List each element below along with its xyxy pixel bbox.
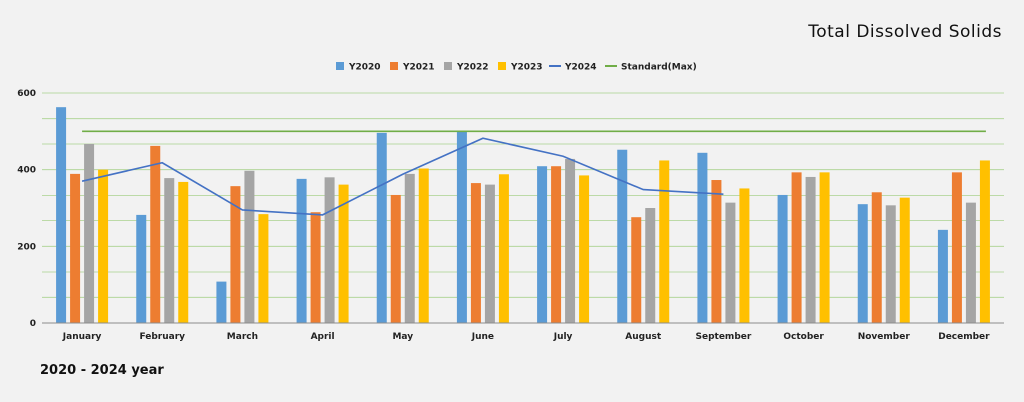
x-tick-label: January (62, 332, 102, 342)
bar-y2020-september (697, 152, 708, 323)
bar-y2023-march (258, 214, 269, 323)
y-tick-label: 200 (17, 242, 36, 252)
bar-y2023-december (979, 160, 990, 323)
bar-y2020-december (937, 229, 948, 323)
legend-label-standard-max: Standard(Max) (621, 63, 697, 73)
bar-y2020-october (777, 194, 788, 323)
bar-y2021-march (230, 186, 241, 323)
bar-y2022-july (565, 158, 576, 323)
bar-y2020-may (376, 132, 387, 323)
line-y2024 (81, 137, 724, 216)
x-tick-label: March (227, 332, 258, 342)
legend-label-y2020: Y2020 (348, 63, 381, 73)
bar-y2022-february (164, 178, 175, 323)
bar-y2023-november (899, 197, 910, 323)
bar-y2021-december (951, 172, 962, 323)
x-tick-label: April (311, 332, 335, 342)
y-tick-label: 0 (30, 319, 36, 329)
bar-y2023-august (659, 160, 670, 323)
bar-y2022-september (725, 202, 736, 323)
bar-y2020-april (296, 178, 307, 323)
bar-y2021-april (310, 212, 321, 323)
bar-y2021-february (150, 145, 161, 323)
x-tick-label: October (783, 332, 824, 342)
y-tick-label: 400 (17, 166, 36, 176)
legend-label-y2021: Y2021 (402, 63, 435, 73)
x-tick-label: September (696, 332, 752, 342)
bar-y2023-july (579, 175, 590, 323)
bar-y2023-june (498, 174, 509, 323)
bar-y2022-june (484, 184, 495, 323)
bar-y2023-october (819, 172, 830, 323)
bar-y2020-november (857, 204, 868, 323)
legend-label-y2023: Y2023 (510, 63, 543, 73)
x-tick-label: December (938, 332, 990, 342)
bar-y2020-march (216, 281, 227, 323)
legend-swatch-y2023 (498, 62, 506, 70)
legend-label-y2024: Y2024 (564, 63, 597, 73)
x-tick-label: May (392, 332, 413, 342)
bar-y2020-june (456, 130, 467, 323)
bar-y2023-february (178, 181, 189, 323)
chart-footnote: 2020 - 2024 year (40, 363, 164, 378)
x-tick-label: August (625, 332, 662, 342)
bar-y2020-august (617, 149, 628, 323)
x-tick-label: November (858, 332, 911, 342)
x-tick-label: June (471, 332, 494, 342)
bar-y2021-august (631, 217, 642, 323)
bar-y2023-may (418, 168, 429, 323)
legend-swatch-y2022 (444, 62, 452, 70)
legend-label-y2022: Y2022 (456, 63, 489, 73)
bar-y2023-april (338, 184, 349, 323)
bar-y2021-september (711, 180, 722, 323)
bar-y2021-may (390, 194, 401, 323)
bar-y2023-january (98, 169, 109, 323)
legend-swatch-y2020 (336, 62, 344, 70)
bar-y2020-july (537, 166, 548, 323)
x-tick-label: July (553, 332, 573, 342)
y-tick-label: 600 (17, 89, 36, 99)
bar-y2022-april (324, 177, 335, 323)
bar-y2020-january (56, 107, 67, 323)
bar-y2022-january (84, 143, 95, 323)
bar-y2022-november (885, 205, 896, 323)
bar-y2021-june (470, 183, 481, 323)
bar-y2022-march (244, 170, 255, 323)
bar-y2022-may (404, 173, 415, 323)
bar-y2020-february (136, 214, 147, 323)
bar-y2021-october (791, 172, 802, 323)
legend-swatch-y2021 (390, 62, 398, 70)
bar-y2022-october (805, 176, 816, 323)
bar-y2021-july (551, 166, 562, 323)
bar-y2021-january (70, 173, 81, 323)
chart-title: Total Dissolved Solids (808, 22, 1002, 42)
x-tick-label: February (139, 332, 185, 342)
bar-y2023-september (739, 188, 750, 323)
bar-y2022-august (645, 208, 656, 323)
bar-y2021-november (871, 192, 882, 323)
bar-y2022-december (965, 202, 976, 323)
